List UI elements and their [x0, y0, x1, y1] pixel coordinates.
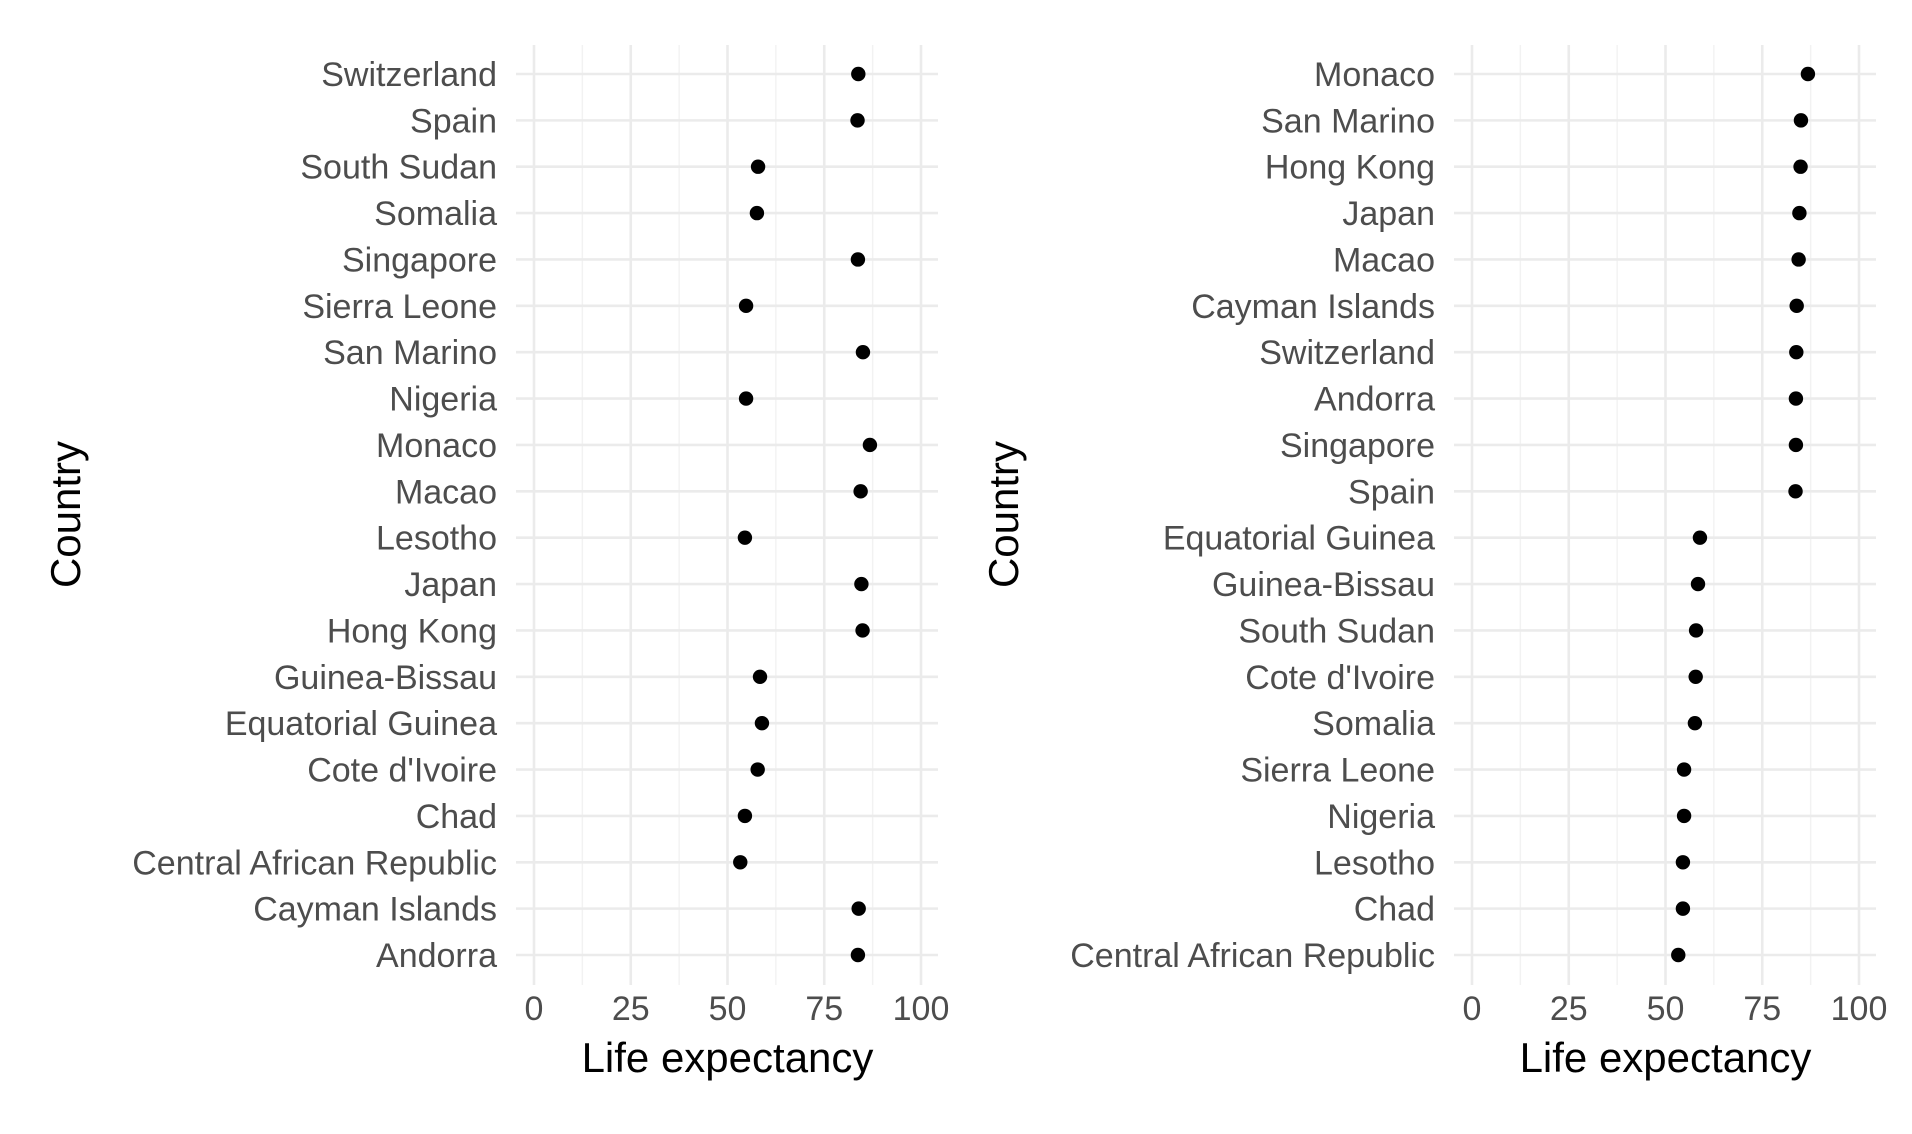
y-tick-label: Singapore: [342, 241, 497, 279]
y-tick-label: Macao: [1333, 241, 1435, 279]
y-tick-label: South Sudan: [1238, 612, 1435, 650]
y-tick-label: Singapore: [1280, 427, 1435, 465]
y-tick-label: Monaco: [376, 427, 497, 465]
y-tick-label: Nigeria: [1327, 798, 1435, 836]
y-tick-label: Spain: [410, 102, 497, 140]
data-point: [1671, 947, 1686, 963]
data-point: [750, 159, 766, 174]
y-tick-label: Central African Republic: [132, 844, 497, 882]
data-point: [850, 113, 865, 128]
x-axis-title: Life expectancy: [1520, 1034, 1812, 1081]
data-point: [855, 623, 870, 638]
y-tick-label: San Marino: [1261, 102, 1435, 140]
data-point: [1676, 808, 1692, 824]
data-point: [738, 391, 754, 406]
y-tick-label: Sierra Leone: [302, 288, 497, 326]
y-tick-label: Monaco: [1314, 56, 1435, 94]
data-point: [850, 252, 866, 267]
data-point: [1789, 345, 1804, 360]
y-tick-label: Lesotho: [376, 520, 497, 558]
x-tick-label: 75: [805, 990, 843, 1028]
y-tick-label: Guinea-Bissau: [1212, 566, 1435, 604]
data-point: [1688, 623, 1704, 638]
data-point: [1788, 391, 1804, 406]
data-point: [1687, 715, 1703, 731]
y-tick-label: Somalia: [374, 195, 497, 233]
data-point: [862, 437, 878, 453]
x-tick-label: 0: [525, 990, 544, 1028]
y-tick-label: Somalia: [1312, 705, 1435, 743]
data-point: [1792, 205, 1807, 221]
y-tick-label: Guinea-Bissau: [274, 659, 497, 697]
data-point: [1675, 901, 1691, 916]
data-point: [1788, 437, 1804, 453]
left-chart-panel: Switzerland Spain South Sudan Somalia Singap…: [42, 45, 949, 1081]
y-tick-label: Chad: [1354, 891, 1435, 929]
data-point: [1690, 576, 1706, 592]
data-point: [1800, 66, 1816, 82]
y-tick-label: South Sudan: [300, 149, 497, 187]
y-tick-label: Hong Kong: [1265, 149, 1435, 187]
data-point: [851, 901, 866, 916]
data-point: [1688, 669, 1703, 684]
data-point: [733, 855, 748, 870]
y-tick-label: Equatorial Guinea: [225, 705, 497, 743]
y-tick-label: Switzerland: [321, 56, 497, 94]
y-tick-label: Macao: [395, 473, 497, 511]
y-tick-label: Equatorial Guinea: [1163, 520, 1435, 558]
y-tick-label: Cayman Islands: [253, 891, 497, 929]
data-point: [752, 669, 768, 684]
y-tick-label: Andorra: [1314, 381, 1435, 419]
data-point: [1675, 855, 1691, 870]
data-point: [851, 66, 866, 82]
y-axis-title: Country: [980, 441, 1027, 588]
y-tick-label: Andorra: [376, 937, 497, 975]
y-tick-label: Japan: [1342, 195, 1435, 233]
right-chart-panel: Monaco San Marino Hong Kong Japan Macao Cayma…: [980, 45, 1887, 1081]
y-tick-label: Central African Republic: [1070, 937, 1435, 975]
y-tick-label: Cote d'Ivoire: [1245, 659, 1435, 697]
data-point: [754, 715, 770, 731]
data-point: [1692, 530, 1708, 545]
x-axis-title: Life expectancy: [582, 1034, 874, 1081]
y-tick-label: Switzerland: [1259, 334, 1435, 372]
y-tick-label: Sierra Leone: [1240, 752, 1435, 790]
x-tick-label: 0: [1463, 990, 1482, 1028]
x-tick-label: 100: [1831, 990, 1888, 1028]
y-tick-label: Chad: [416, 798, 497, 836]
x-tick-label: 50: [1647, 990, 1685, 1028]
data-point: [1676, 762, 1692, 777]
y-tick-label: Japan: [404, 566, 497, 604]
data-point: [853, 484, 868, 499]
data-point: [1791, 252, 1806, 267]
y-tick-label: Cote d'Ivoire: [307, 752, 497, 790]
data-point: [737, 808, 753, 824]
y-tick-label: Lesotho: [1314, 844, 1435, 882]
data-point: [855, 345, 871, 360]
data-point: [854, 576, 869, 592]
y-tick-label: Hong Kong: [327, 612, 497, 650]
data-point: [749, 205, 765, 221]
y-tick-label: Nigeria: [389, 381, 497, 419]
data-point: [850, 947, 866, 963]
x-tick-label: 75: [1743, 990, 1781, 1028]
data-point: [1788, 484, 1803, 499]
x-tick-label: 25: [612, 990, 650, 1028]
y-tick-label: Spain: [1348, 473, 1435, 511]
y-axis-title: Country: [42, 441, 89, 588]
x-tick-label: 100: [893, 990, 950, 1028]
y-tick-label: Cayman Islands: [1191, 288, 1435, 326]
data-point: [1793, 113, 1809, 128]
data-point: [1789, 298, 1804, 314]
data-point: [1793, 159, 1808, 174]
x-tick-label: 25: [1550, 990, 1588, 1028]
y-tick-label: San Marino: [323, 334, 497, 372]
data-point: [738, 298, 754, 314]
x-tick-label: 50: [709, 990, 747, 1028]
data-point: [750, 762, 765, 777]
data-point: [737, 530, 753, 545]
